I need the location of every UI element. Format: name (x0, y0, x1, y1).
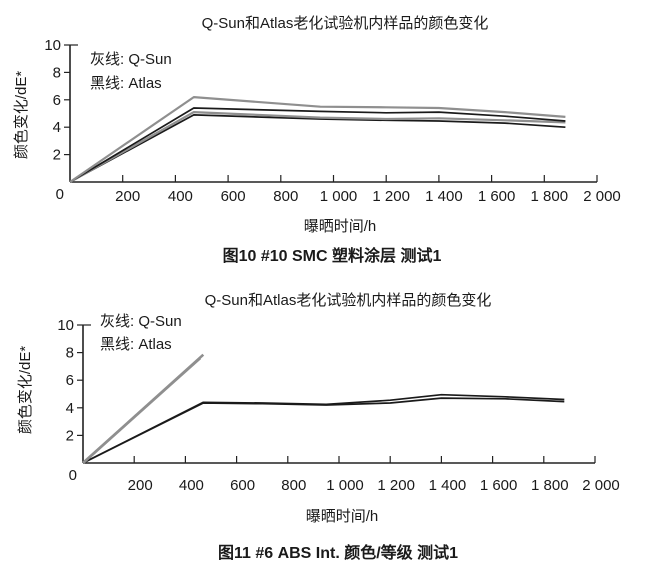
x-tick-label: 400 (168, 188, 193, 205)
x-tick-label: 1 800 (531, 188, 569, 205)
axes: 0 2 4 6 8 10 200 400 600 800 1 000 1 200 1 400 1 600 1… (44, 37, 620, 205)
y-tick-label: 2 (53, 147, 61, 164)
y-tick-label: 2 (66, 427, 74, 444)
x-tick-label: 1 000 (326, 477, 364, 494)
y-tick-label: 10 (44, 37, 61, 54)
x-tick-label: 1 800 (531, 477, 569, 494)
x-tick-label: 1 400 (425, 188, 463, 205)
x-tick-label: 200 (115, 188, 140, 205)
series-line-atlas (82, 397, 565, 464)
series-line-q-sun (69, 95, 566, 183)
x-axis-label: 曝晒时间/h (304, 218, 377, 235)
y-axis-label: 颜色变化/dE* (17, 346, 34, 435)
chart-title: Q-Sun和Atlas老化试验机内样品的颜色变化 (202, 15, 489, 32)
series-line-q-sun (82, 353, 205, 464)
data-series (69, 95, 566, 183)
series-line-q-sun (69, 110, 566, 183)
x-tick-label: 2 000 (583, 188, 621, 205)
legend-black-line: 黑线: Atlas (90, 75, 162, 92)
y-tick-label: 10 (57, 317, 74, 334)
x-tick-label: 2 000 (582, 477, 620, 494)
y-tick-label: 4 (53, 119, 61, 136)
y-tick-label: 8 (53, 64, 61, 81)
y-tick-label: 6 (66, 372, 74, 389)
y-axis-label: 颜色变化/dE* (13, 71, 30, 160)
legend-gray-line: 灰线: Q-Sun (90, 51, 172, 68)
y-tick-label: 0 (69, 467, 77, 484)
chart-title: Q-Sun和Atlas老化试验机内样品的颜色变化 (205, 292, 492, 309)
x-tick-label: 1 600 (480, 477, 518, 494)
figure-11-chart: Q-Sun和Atlas老化试验机内样品的颜色变化 灰线: Q-Sun 黑线: A… (17, 292, 620, 562)
x-tick-label: 1 400 (429, 477, 467, 494)
x-axis-label: 曝晒时间/h (306, 508, 379, 525)
legend-gray-line: 灰线: Q-Sun (100, 313, 182, 330)
data-series (82, 353, 565, 464)
y-tick-label: 0 (56, 186, 64, 203)
x-tick-label: 1 600 (478, 188, 516, 205)
series-line-atlas (69, 114, 566, 183)
x-tick-label: 1 000 (320, 188, 358, 205)
axes: 0 2 4 6 8 10 200 400 600 800 1 000 1 200 1 400 1 600 1… (57, 317, 619, 494)
series-line-atlas (69, 107, 566, 183)
legend-black-line: 黑线: Atlas (100, 336, 172, 353)
series-line-atlas (82, 393, 565, 464)
figure-10-chart: Q-Sun和Atlas老化试验机内样品的颜色变化 灰线: Q-Sun 黑线: A… (13, 15, 621, 265)
y-tick-label: 4 (66, 400, 74, 417)
figure-caption: 图10 #10 SMC 塑料涂层 测试1 (223, 246, 442, 265)
y-tick-label: 8 (66, 345, 74, 362)
x-tick-label: 600 (221, 188, 246, 205)
x-tick-label: 1 200 (377, 477, 415, 494)
x-tick-label: 800 (273, 188, 298, 205)
x-tick-label: 600 (230, 477, 255, 494)
x-tick-label: 800 (281, 477, 306, 494)
y-tick-label: 6 (53, 92, 61, 109)
x-tick-label: 200 (128, 477, 153, 494)
figure-caption: 图11 #6 ABS Int. 颜色/等级 测试1 (218, 543, 458, 562)
x-tick-label: 400 (179, 477, 204, 494)
x-tick-label: 1 200 (372, 188, 410, 205)
